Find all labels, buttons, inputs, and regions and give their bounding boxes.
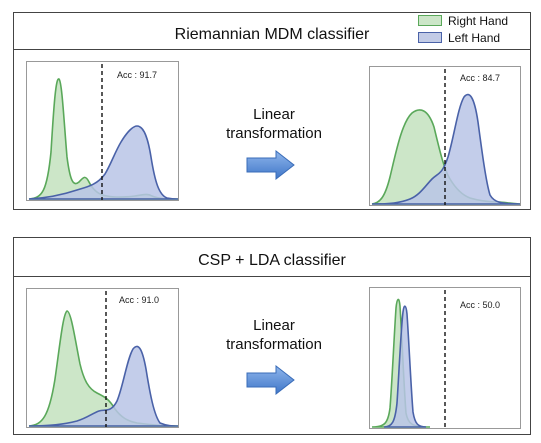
- legend-item-left-hand: Left Hand: [418, 29, 508, 46]
- arrow-right-icon: [246, 150, 295, 180]
- left-hand-density: [28, 125, 179, 200]
- density-plot-before: Acc : 91.0: [26, 288, 179, 428]
- arrow-right-icon: [246, 365, 295, 395]
- density-plot-after: Acc : 50.0: [369, 287, 521, 429]
- legend-swatch-right-hand: [418, 15, 442, 26]
- panel-riemannian: Riemannian MDM classifier Acc : 91.7 Lin…: [13, 12, 531, 210]
- right-hand-density: [28, 310, 179, 427]
- legend-item-right-hand: Right Hand: [418, 12, 508, 29]
- density-plot-before: Acc : 91.7: [26, 61, 179, 201]
- legend: Right Hand Left Hand: [418, 12, 508, 46]
- transform-label: Linear transformation: [226, 106, 322, 142]
- accuracy-label: Acc : 91.0: [119, 295, 160, 305]
- accuracy-label: Acc : 91.7: [117, 70, 158, 80]
- left-hand-density: [371, 93, 521, 205]
- transform-label: Linear transformation: [226, 317, 322, 353]
- left-hand-density: [383, 305, 427, 428]
- accuracy-label: Acc : 84.7: [460, 73, 501, 83]
- density-svg: [371, 69, 521, 205]
- density-svg: [28, 291, 179, 427]
- panel-title: CSP + LDA classifier: [14, 246, 530, 277]
- density-plot-after: Acc : 84.7: [369, 66, 521, 206]
- accuracy-label: Acc : 50.0: [460, 300, 501, 310]
- panel-title: Riemannian MDM classifier: [14, 21, 530, 50]
- panel-csp-lda: CSP + LDA classifier Acc : 91.0 Linear t…: [13, 237, 531, 435]
- density-svg: [28, 64, 179, 200]
- left-hand-density: [28, 345, 179, 427]
- density-svg: [371, 290, 446, 428]
- legend-swatch-left-hand: [418, 32, 442, 43]
